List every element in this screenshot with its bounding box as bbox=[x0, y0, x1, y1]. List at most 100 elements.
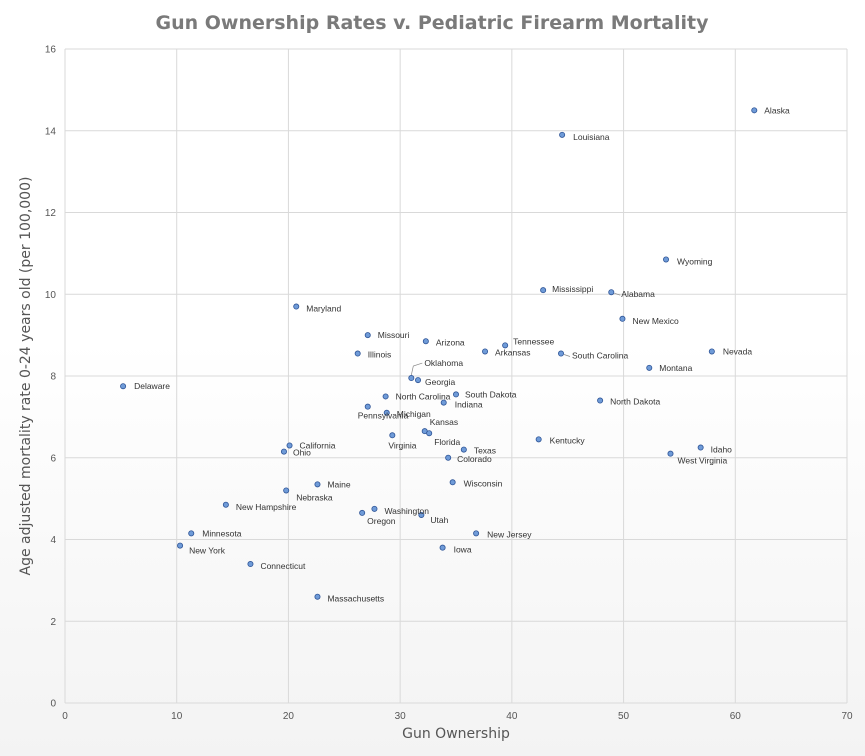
data-label: West Virginia bbox=[677, 456, 727, 466]
data-label: Arkansas bbox=[495, 347, 530, 357]
y-axis-title: Age adjusted mortality rate 0-24 years o… bbox=[18, 177, 34, 576]
data-label: Massachusetts bbox=[327, 594, 384, 604]
data-label: Kansas bbox=[430, 417, 458, 427]
y-tick-label: 6 bbox=[50, 453, 56, 464]
data-label: Missouri bbox=[378, 330, 410, 340]
y-tick-label: 4 bbox=[50, 535, 56, 546]
data-point bbox=[440, 399, 447, 406]
data-point bbox=[697, 444, 704, 451]
data-label: North Carolina bbox=[396, 391, 451, 401]
data-point bbox=[445, 454, 452, 461]
data-point bbox=[473, 530, 480, 537]
x-axis-title: Gun Ownership bbox=[402, 726, 510, 742]
data-label: Alabama bbox=[621, 289, 655, 299]
y-tick-label: 16 bbox=[45, 45, 57, 56]
data-label: Washington bbox=[384, 506, 429, 516]
data-label: Wyoming bbox=[677, 257, 713, 267]
data-label: South Carolina bbox=[572, 351, 629, 361]
data-point bbox=[293, 303, 300, 310]
data-point bbox=[177, 542, 184, 549]
data-point bbox=[460, 446, 467, 453]
data-label: Maine bbox=[327, 479, 350, 489]
data-label: Illinois bbox=[368, 350, 392, 360]
data-point bbox=[120, 383, 127, 390]
data-point bbox=[354, 350, 361, 357]
data-point bbox=[371, 505, 378, 512]
data-point bbox=[422, 338, 429, 345]
data-label: Delaware bbox=[134, 381, 170, 391]
data-point bbox=[482, 348, 489, 355]
data-label: Oklahoma bbox=[424, 358, 463, 368]
x-tick-label: 10 bbox=[171, 711, 183, 722]
data-point bbox=[559, 131, 566, 138]
data-point bbox=[188, 530, 195, 537]
data-label: Florida bbox=[434, 437, 460, 447]
data-point bbox=[382, 393, 389, 400]
data-label: Oregon bbox=[367, 516, 396, 526]
data-label: Indiana bbox=[455, 400, 483, 410]
data-point bbox=[247, 561, 254, 568]
data-label: Nebraska bbox=[296, 492, 333, 502]
data-label: New York bbox=[189, 546, 226, 556]
data-label: Idaho bbox=[711, 445, 733, 455]
data-label: New Jersey bbox=[487, 529, 532, 539]
data-label: Tennessee bbox=[513, 336, 554, 346]
data-label: Minnesota bbox=[202, 528, 241, 538]
data-label: South Dakota bbox=[465, 389, 517, 399]
data-point bbox=[646, 364, 653, 371]
data-label: Texas bbox=[474, 446, 496, 456]
chart-title: Gun Ownership Rates v. Pediatric Firearm… bbox=[156, 12, 710, 34]
data-label: Georgia bbox=[425, 377, 456, 387]
data-label: California bbox=[300, 440, 336, 450]
data-point bbox=[540, 287, 547, 294]
y-tick-label: 12 bbox=[45, 208, 57, 219]
y-tick-label: 2 bbox=[50, 617, 56, 628]
data-label: Arizona bbox=[436, 337, 465, 347]
data-point bbox=[597, 397, 604, 404]
y-tick-label: 8 bbox=[50, 372, 56, 383]
data-label: Wisconsin bbox=[464, 478, 503, 488]
data-point bbox=[286, 442, 293, 449]
x-tick-label: 50 bbox=[618, 711, 630, 722]
data-point bbox=[452, 391, 459, 398]
data-point bbox=[283, 487, 290, 494]
y-tick-label: 0 bbox=[50, 699, 56, 710]
data-label: Colorado bbox=[457, 454, 492, 464]
data-label: Nevada bbox=[723, 346, 753, 356]
data-label: Virginia bbox=[388, 440, 416, 450]
data-point bbox=[383, 409, 390, 416]
data-point bbox=[364, 332, 371, 339]
x-tick-label: 30 bbox=[395, 711, 407, 722]
data-point bbox=[608, 289, 615, 296]
data-point bbox=[222, 501, 229, 508]
data-point bbox=[389, 432, 396, 439]
data-label: New Hampshire bbox=[236, 502, 297, 512]
data-point bbox=[663, 256, 670, 263]
data-point bbox=[751, 107, 758, 114]
data-point bbox=[314, 593, 321, 600]
data-point bbox=[408, 375, 415, 382]
data-label: Louisiana bbox=[573, 132, 610, 142]
data-point bbox=[439, 544, 446, 551]
data-label: Ohio bbox=[293, 448, 311, 458]
grid-lines bbox=[64, 48, 848, 704]
data-label: Michigan bbox=[397, 409, 431, 419]
leader-line bbox=[410, 362, 423, 376]
data-point bbox=[708, 348, 715, 355]
data-point bbox=[619, 315, 626, 322]
data-label: Kentucky bbox=[550, 435, 586, 445]
x-tick-label: 0 bbox=[62, 711, 68, 722]
data-points bbox=[120, 107, 758, 600]
data-label: Mississippi bbox=[552, 284, 593, 294]
data-point bbox=[535, 436, 542, 443]
data-point bbox=[558, 350, 565, 357]
tick-labels: 0 10 20 30 40 50 60 70 0 2 4 6 8 10 12 14 16 bbox=[45, 45, 853, 723]
data-point bbox=[280, 448, 287, 455]
data-label: Montana bbox=[659, 363, 692, 373]
data-label: Pennsylvania bbox=[358, 411, 409, 421]
label-leader-lines bbox=[410, 292, 621, 376]
x-tick-label: 70 bbox=[841, 711, 853, 722]
data-point bbox=[314, 481, 321, 488]
leader-line bbox=[614, 292, 621, 296]
